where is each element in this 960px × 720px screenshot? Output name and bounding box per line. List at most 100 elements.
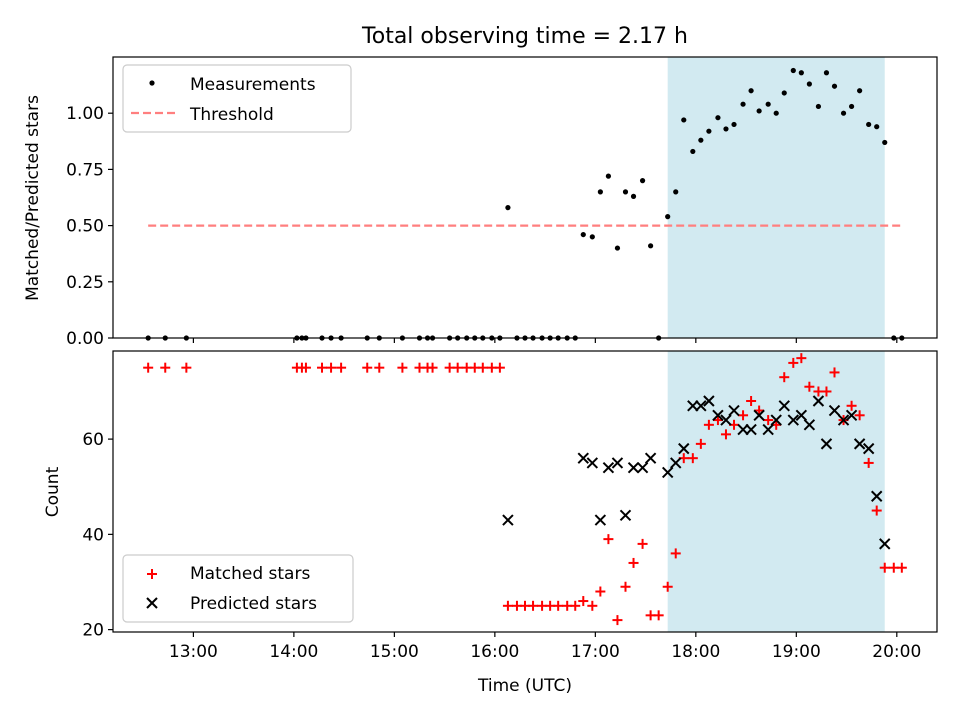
bottom-y-ticks: 20 40 60 <box>82 430 113 641</box>
xtick-label: 19:00 <box>772 642 821 662</box>
matched-star-point <box>362 362 373 373</box>
top-axes-frame <box>112 56 938 339</box>
matched-star-point <box>653 610 664 621</box>
predicted-star-point <box>627 461 640 474</box>
matched-star-point <box>796 353 807 364</box>
matched-star-point <box>846 400 857 411</box>
bottom-axes-frame <box>112 350 938 633</box>
bottom-y-axis-label: Count <box>43 466 63 517</box>
matched-star-point <box>603 534 614 545</box>
predicted-star-point <box>720 414 732 426</box>
measurement-point <box>630 193 637 199</box>
measurement-point <box>505 205 511 211</box>
measurement-point <box>874 124 880 130</box>
predicted-star-point <box>745 423 757 436</box>
top-x-ticks <box>192 338 898 343</box>
matched-star-point <box>703 419 714 430</box>
measurement-point <box>580 231 586 238</box>
matched-star-point <box>160 362 171 373</box>
legend-predicted-marker <box>146 597 158 609</box>
matched-star-point <box>427 362 438 373</box>
measurement-point <box>773 110 779 116</box>
predicted-star-point <box>703 395 715 407</box>
top-legend: Measurements Threshold <box>122 64 352 133</box>
measurement-point <box>648 243 654 249</box>
matched-star-point <box>528 600 539 611</box>
matched-star-point <box>687 453 698 464</box>
matched-star-point <box>879 562 890 573</box>
matched-star-point <box>754 405 765 416</box>
predicted-star-point <box>812 395 825 407</box>
matched-star-point <box>720 429 731 440</box>
matched-star-point <box>595 586 606 597</box>
xtick-label: 20:00 <box>872 642 921 662</box>
xtick-label: 13:00 <box>169 642 218 662</box>
top-y-axis-label: Matched/Predicted stars <box>23 95 43 301</box>
predicted-star-point <box>695 400 707 412</box>
bottom-legend: Matched stars Predicted stars <box>122 554 354 623</box>
bottom-ytick-label: 40 <box>82 525 104 545</box>
measurement-point <box>673 189 679 195</box>
figure-title: Total observing time = 2.17 h <box>361 24 688 49</box>
matched-star-point <box>863 457 874 468</box>
measurement-point <box>823 70 830 76</box>
matched-star-point <box>620 581 631 592</box>
matched-star-point <box>662 581 673 592</box>
predicted-star-point <box>862 442 875 455</box>
matched-star-point <box>804 381 815 392</box>
measurement-point <box>690 148 696 155</box>
matched-star-point <box>587 600 598 611</box>
measurement-point <box>597 189 603 195</box>
matched-star-point <box>821 386 832 397</box>
legend-measurements-label: Measurements <box>190 75 316 95</box>
bottom-shaded-span <box>667 351 885 632</box>
legend-threshold-label: Threshold <box>189 105 274 125</box>
xtick-label: 18:00 <box>671 642 720 662</box>
predicted-star-point <box>602 461 615 474</box>
predicted-star-point <box>636 461 649 474</box>
predicted-star-point <box>853 438 866 450</box>
matched-star-point <box>871 505 882 516</box>
measurement-point <box>840 110 847 116</box>
matched-star-point <box>494 362 505 373</box>
matched-star-point <box>317 362 328 373</box>
predicted-star-point <box>644 452 657 464</box>
matched-star-point <box>738 410 749 421</box>
bottom-ytick-label: 60 <box>82 430 104 450</box>
predicted-star-point <box>502 514 514 526</box>
xtick-label: 16:00 <box>470 642 519 662</box>
legend-predicted-label: Predicted stars <box>190 594 317 614</box>
measurement-point <box>882 139 888 146</box>
measurement-point <box>790 67 796 74</box>
matched-star-point <box>502 600 513 611</box>
legend-matched-marker <box>147 569 157 579</box>
xtick-label: 15:00 <box>370 642 419 662</box>
predicted-star-point <box>611 457 624 469</box>
matched-star-point <box>779 372 790 383</box>
matched-star-point <box>637 538 648 549</box>
measurement-point <box>723 126 729 132</box>
measurement-point <box>731 121 737 128</box>
matched-star-point <box>763 415 774 426</box>
predicted-star-point <box>837 414 850 426</box>
top-ytick-label: 0.25 <box>66 273 104 293</box>
predicted-star-point <box>753 409 765 422</box>
measurement-point <box>815 103 822 110</box>
predicted-star-point <box>879 538 891 550</box>
x-axis-label: Time (UTC) <box>477 676 572 696</box>
measurement-point <box>748 88 754 94</box>
matched-star-point <box>712 415 723 426</box>
matched-star-point <box>181 362 192 373</box>
predicted-star-point <box>661 466 674 479</box>
matched-star-point <box>477 362 488 373</box>
measurement-point <box>781 90 787 96</box>
matched-star-point <box>143 362 154 373</box>
top-ytick-label: 0.00 <box>66 329 104 349</box>
predicted-star-point <box>577 452 589 464</box>
measurement-point <box>605 173 612 179</box>
predicted-star-point <box>678 442 690 455</box>
bottom-ytick-label: 20 <box>82 621 104 641</box>
matched-star-point <box>854 410 865 421</box>
measurement-point <box>639 178 646 184</box>
